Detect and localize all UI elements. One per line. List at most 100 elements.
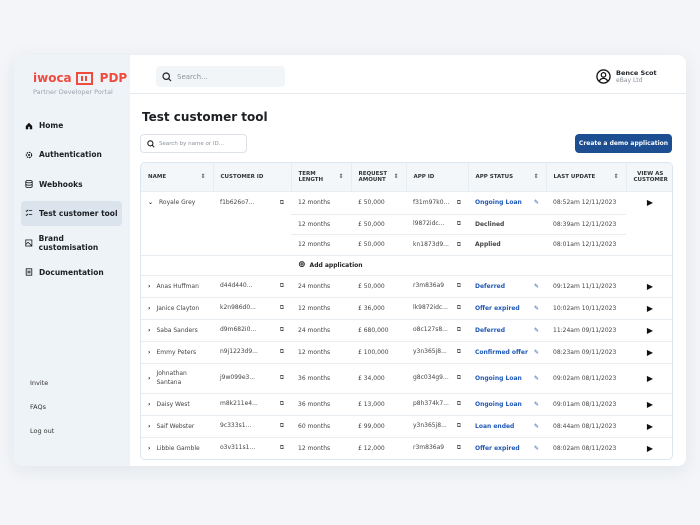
sidebar-faqs[interactable]: FAQs [30, 403, 46, 411]
sidebar-item-label: Webhooks [39, 179, 83, 189]
sidebar-item-brand-customisation[interactable]: Brand customisation [21, 230, 122, 255]
copy-icon[interactable]: ⧉ [456, 304, 461, 311]
copy-icon[interactable]: ⧉ [456, 374, 461, 381]
copy-icon[interactable]: ⧉ [279, 400, 284, 407]
edit-pencil-icon[interactable]: ✎ [533, 400, 539, 408]
edit-pencil-icon[interactable]: ✎ [533, 282, 539, 290]
table-row[interactable]: › Johnathan Santana j9w099e3... ⧉ 36 months £… [141, 362, 672, 393]
user-menu[interactable]: Bence Scot eBay Ltd [596, 69, 657, 84]
customer-name: Janice Clayton [156, 304, 200, 312]
status-cell: Offer expired ✎ [468, 296, 546, 319]
edit-pencil-icon[interactable]: ✎ [533, 199, 539, 206]
chevron-right-icon[interactable]: › [148, 374, 151, 382]
customer-search-input[interactable]: Search by name or ID... [140, 134, 247, 153]
copy-icon[interactable]: ⧉ [279, 348, 284, 355]
app-id: l9872idc... [413, 220, 445, 228]
copy-icon[interactable]: ⧉ [279, 326, 284, 333]
chevron-right-icon[interactable]: › [148, 282, 151, 290]
copy-icon[interactable]: ⧉ [456, 400, 461, 407]
copy-icon[interactable]: ⧉ [279, 304, 284, 311]
play-icon[interactable]: ▶ [646, 373, 654, 383]
copy-icon[interactable]: ⧉ [456, 444, 461, 452]
sort-icon[interactable]: ⇕ [200, 173, 206, 181]
logo[interactable]: iwoca PDP [33, 71, 127, 85]
customer-id-cell: j9w099e3... ⧉ [213, 362, 291, 393]
add-application-button[interactable]: ⊕ Add application [298, 260, 667, 270]
copy-icon[interactable]: ⧉ [456, 198, 461, 206]
table-row[interactable]: › Emmy Peters n9j1223d9... ⧉ 12 months £ 100,… [141, 340, 672, 363]
header-divider [130, 93, 686, 94]
sort-icon[interactable]: ⇕ [613, 173, 619, 181]
edit-pencil-icon[interactable]: ✎ [533, 304, 539, 312]
copy-icon[interactable]: ⧉ [456, 282, 461, 289]
last-update-cell: 08:52am 12/11/2023 [546, 190, 626, 214]
copy-icon[interactable]: ⧉ [456, 220, 461, 228]
copy-icon[interactable]: ⧉ [279, 198, 284, 206]
table-row[interactable]: › Libbie Gamble o3v311s1... ⧉ 12 months £ 12,… [141, 436, 672, 459]
edit-pencil-icon[interactable]: ✎ [533, 422, 539, 430]
chevron-right-icon[interactable]: › [148, 422, 151, 430]
sidebar-invite[interactable]: Invite [30, 379, 49, 387]
status-cell: Offer expired ✎ [468, 436, 546, 459]
column-header[interactable]: TERM LENGTH ⇕ [291, 163, 352, 191]
copy-icon[interactable]: ⧉ [456, 326, 461, 333]
copy-icon[interactable]: ⧉ [279, 374, 284, 381]
app-id-cell: p8h374k7... ⧉ [406, 392, 468, 415]
copy-icon[interactable]: ⧉ [279, 282, 284, 289]
app-id-cell: kn1873d9... ⧉ [406, 234, 468, 255]
search-placeholder: Search... [177, 72, 208, 81]
edit-pencil-icon[interactable]: ✎ [533, 326, 539, 334]
copy-icon[interactable]: ⧉ [456, 240, 461, 248]
sidebar-item-webhooks[interactable]: Webhooks [21, 172, 122, 197]
copy-icon[interactable]: ⧉ [279, 444, 284, 452]
global-search-input[interactable]: Search... [156, 66, 285, 87]
table-row[interactable]: › Saif Webster 9c333s1... ⧉ 60 months £ 99,00… [141, 414, 672, 437]
app-status: Confirmed offer [475, 348, 528, 356]
sort-icon[interactable]: ⇕ [338, 173, 344, 181]
sidebar-item-authentication[interactable]: Authentication [21, 142, 122, 167]
column-header[interactable]: NAME ⇕ [141, 163, 214, 191]
edit-pencil-icon[interactable]: ✎ [533, 348, 539, 356]
column-header[interactable]: APP STATUS ⇕ [468, 163, 547, 191]
chevron-down-icon[interactable]: ⌄ [148, 198, 154, 206]
play-icon[interactable]: ▶ [646, 421, 654, 431]
sort-icon[interactable]: ⇕ [393, 173, 399, 181]
chevron-right-icon[interactable]: › [148, 304, 151, 312]
edit-pencil-icon[interactable]: ✎ [533, 374, 539, 382]
sidebar-logout[interactable]: Log out [30, 427, 55, 435]
edit-pencil-icon[interactable]: ✎ [533, 444, 539, 452]
chevron-right-icon[interactable]: › [148, 400, 151, 408]
create-demo-application-button[interactable]: Create a demo application [575, 134, 672, 153]
sidebar-item-label: Brand customisation [38, 233, 99, 252]
sidebar-item-home[interactable]: Home [21, 113, 122, 138]
copy-icon[interactable]: ⧉ [456, 422, 461, 429]
customer-name: Royale Grey [159, 198, 196, 206]
chevron-right-icon[interactable]: › [148, 444, 151, 452]
table-row[interactable]: › Daisy West m8k211e4... ⧉ 36 months £ 13,000… [141, 392, 672, 415]
app-id-cell: o8c127s8... ⧉ [406, 318, 468, 341]
customer-id: m8k211e4... [220, 400, 258, 407]
app-status: Applied [475, 241, 501, 249]
sidebar-item-documentation[interactable]: Documentation [21, 260, 122, 285]
play-icon[interactable]: ▶ [646, 325, 654, 335]
column-label: NAME [148, 173, 167, 180]
table-row[interactable]: › Saba Sanders d9m682i0... ⧉ 24 months £ 680,… [141, 318, 672, 341]
application-row: 12 months £ 50,000 kn1873d9... ⧉ Applied 08:0… [141, 234, 672, 255]
sidebar-item-test-customer-tool[interactable]: Test customer tool [21, 200, 122, 226]
table-row[interactable]: › Janice Clayton k2n986d0... ⧉ 12 months £ 36… [141, 296, 672, 319]
chevron-right-icon[interactable]: › [148, 348, 151, 356]
chevron-right-icon[interactable]: › [148, 326, 151, 334]
play-icon[interactable]: ▶ [646, 399, 654, 409]
play-icon[interactable]: ▶ [646, 443, 654, 453]
play-icon[interactable]: ▶ [646, 281, 654, 291]
play-icon[interactable]: ▶ [646, 303, 654, 313]
copy-icon[interactable]: ⧉ [279, 422, 284, 429]
play-icon[interactable]: ▶ [646, 197, 654, 207]
table-row[interactable]: › Anas Huffman d44d440... ⧉ 24 months £ 50,00… [141, 274, 672, 297]
column-header[interactable]: LAST UPDATE ⇕ [546, 163, 627, 191]
customer-name: Daisy West [156, 400, 190, 408]
play-icon[interactable]: ▶ [646, 347, 654, 357]
copy-icon[interactable]: ⧉ [456, 348, 461, 355]
column-header[interactable]: REQUEST AMOUNT ⇕ [351, 163, 407, 191]
sort-icon[interactable]: ⇕ [533, 173, 539, 181]
